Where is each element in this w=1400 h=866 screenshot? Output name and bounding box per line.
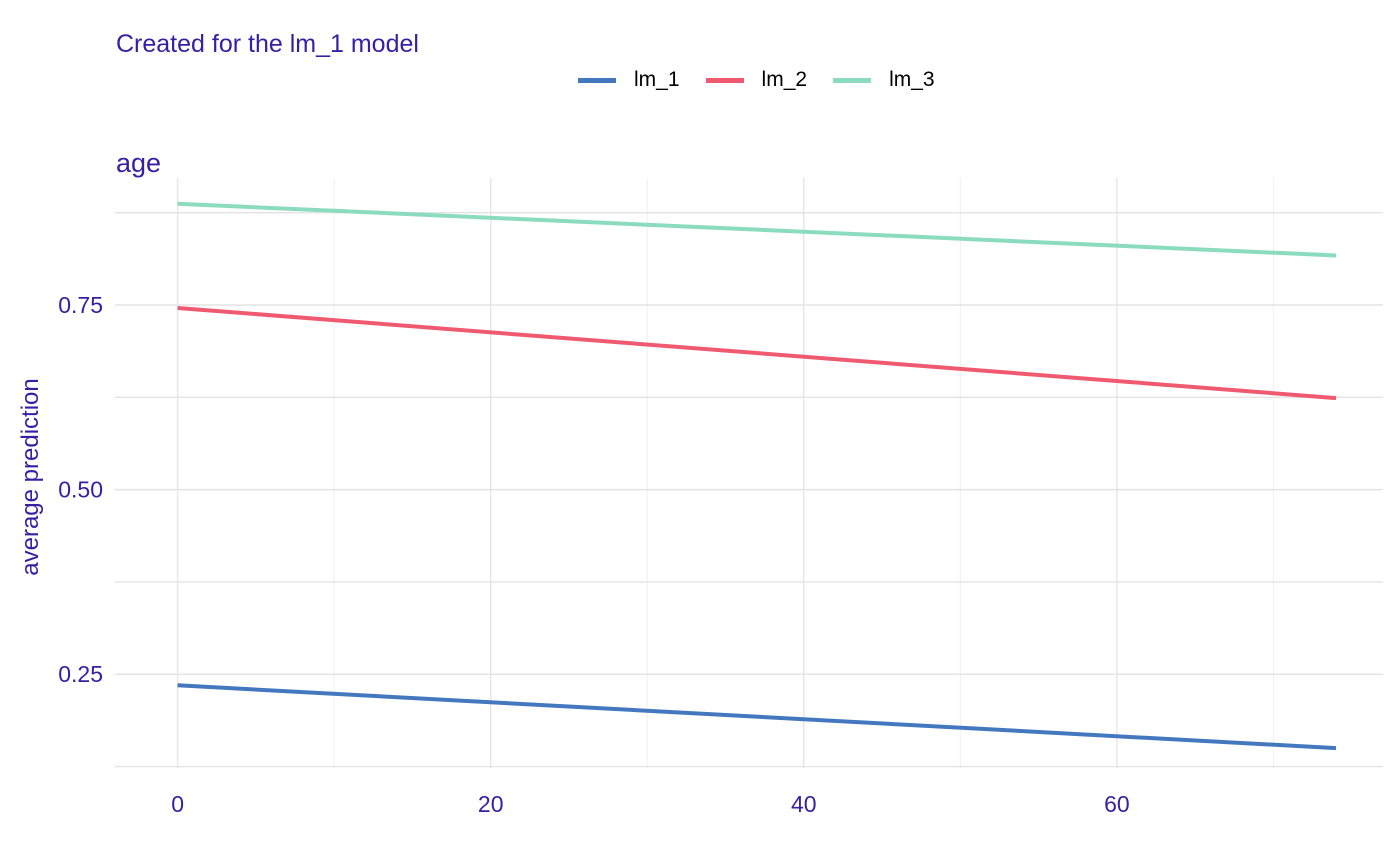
legend-label-lm-3: lm_3 <box>889 68 935 91</box>
legend-swatch-lm-3 <box>833 77 872 83</box>
legend: lm_1 lm_2 lm_3 <box>578 68 961 92</box>
y-tick-label-1: 0.50 <box>58 477 103 503</box>
x-tick-label-2: 40 <box>791 791 817 817</box>
legend-item-lm-3: lm_3 <box>833 68 935 92</box>
panel-title: age <box>116 148 162 178</box>
legend-item-lm-2: lm_2 <box>705 68 808 92</box>
legend-label-lm-2: lm_2 <box>761 68 808 91</box>
chart-subtitle: Created for the lm_1 model <box>116 30 419 58</box>
x-tick-label-0: 0 <box>171 791 184 817</box>
series-lines <box>177 201 1337 751</box>
series-line-lm-3 <box>177 201 1337 258</box>
x-axis-ticks: 0 20 40 60 <box>171 791 1129 817</box>
legend-label-lm-1: lm_1 <box>634 68 680 91</box>
y-tick-label-0: 0.25 <box>58 661 103 687</box>
y-axis-title: average prediction <box>17 378 44 575</box>
y-axis-ticks: 0.25 0.50 0.75 <box>58 292 103 687</box>
grid <box>115 178 1383 768</box>
series-line-lm-2 <box>177 306 1337 401</box>
x-tick-label-1: 20 <box>478 791 504 817</box>
legend-swatch-lm-1 <box>578 77 616 83</box>
x-tick-label-3: 60 <box>1104 791 1130 817</box>
y-tick-label-2: 0.75 <box>58 292 103 318</box>
legend-swatch-lm-2 <box>705 77 744 83</box>
legend-item-lm-1: lm_1 <box>578 68 680 92</box>
series-line-lm-1 <box>177 683 1337 751</box>
